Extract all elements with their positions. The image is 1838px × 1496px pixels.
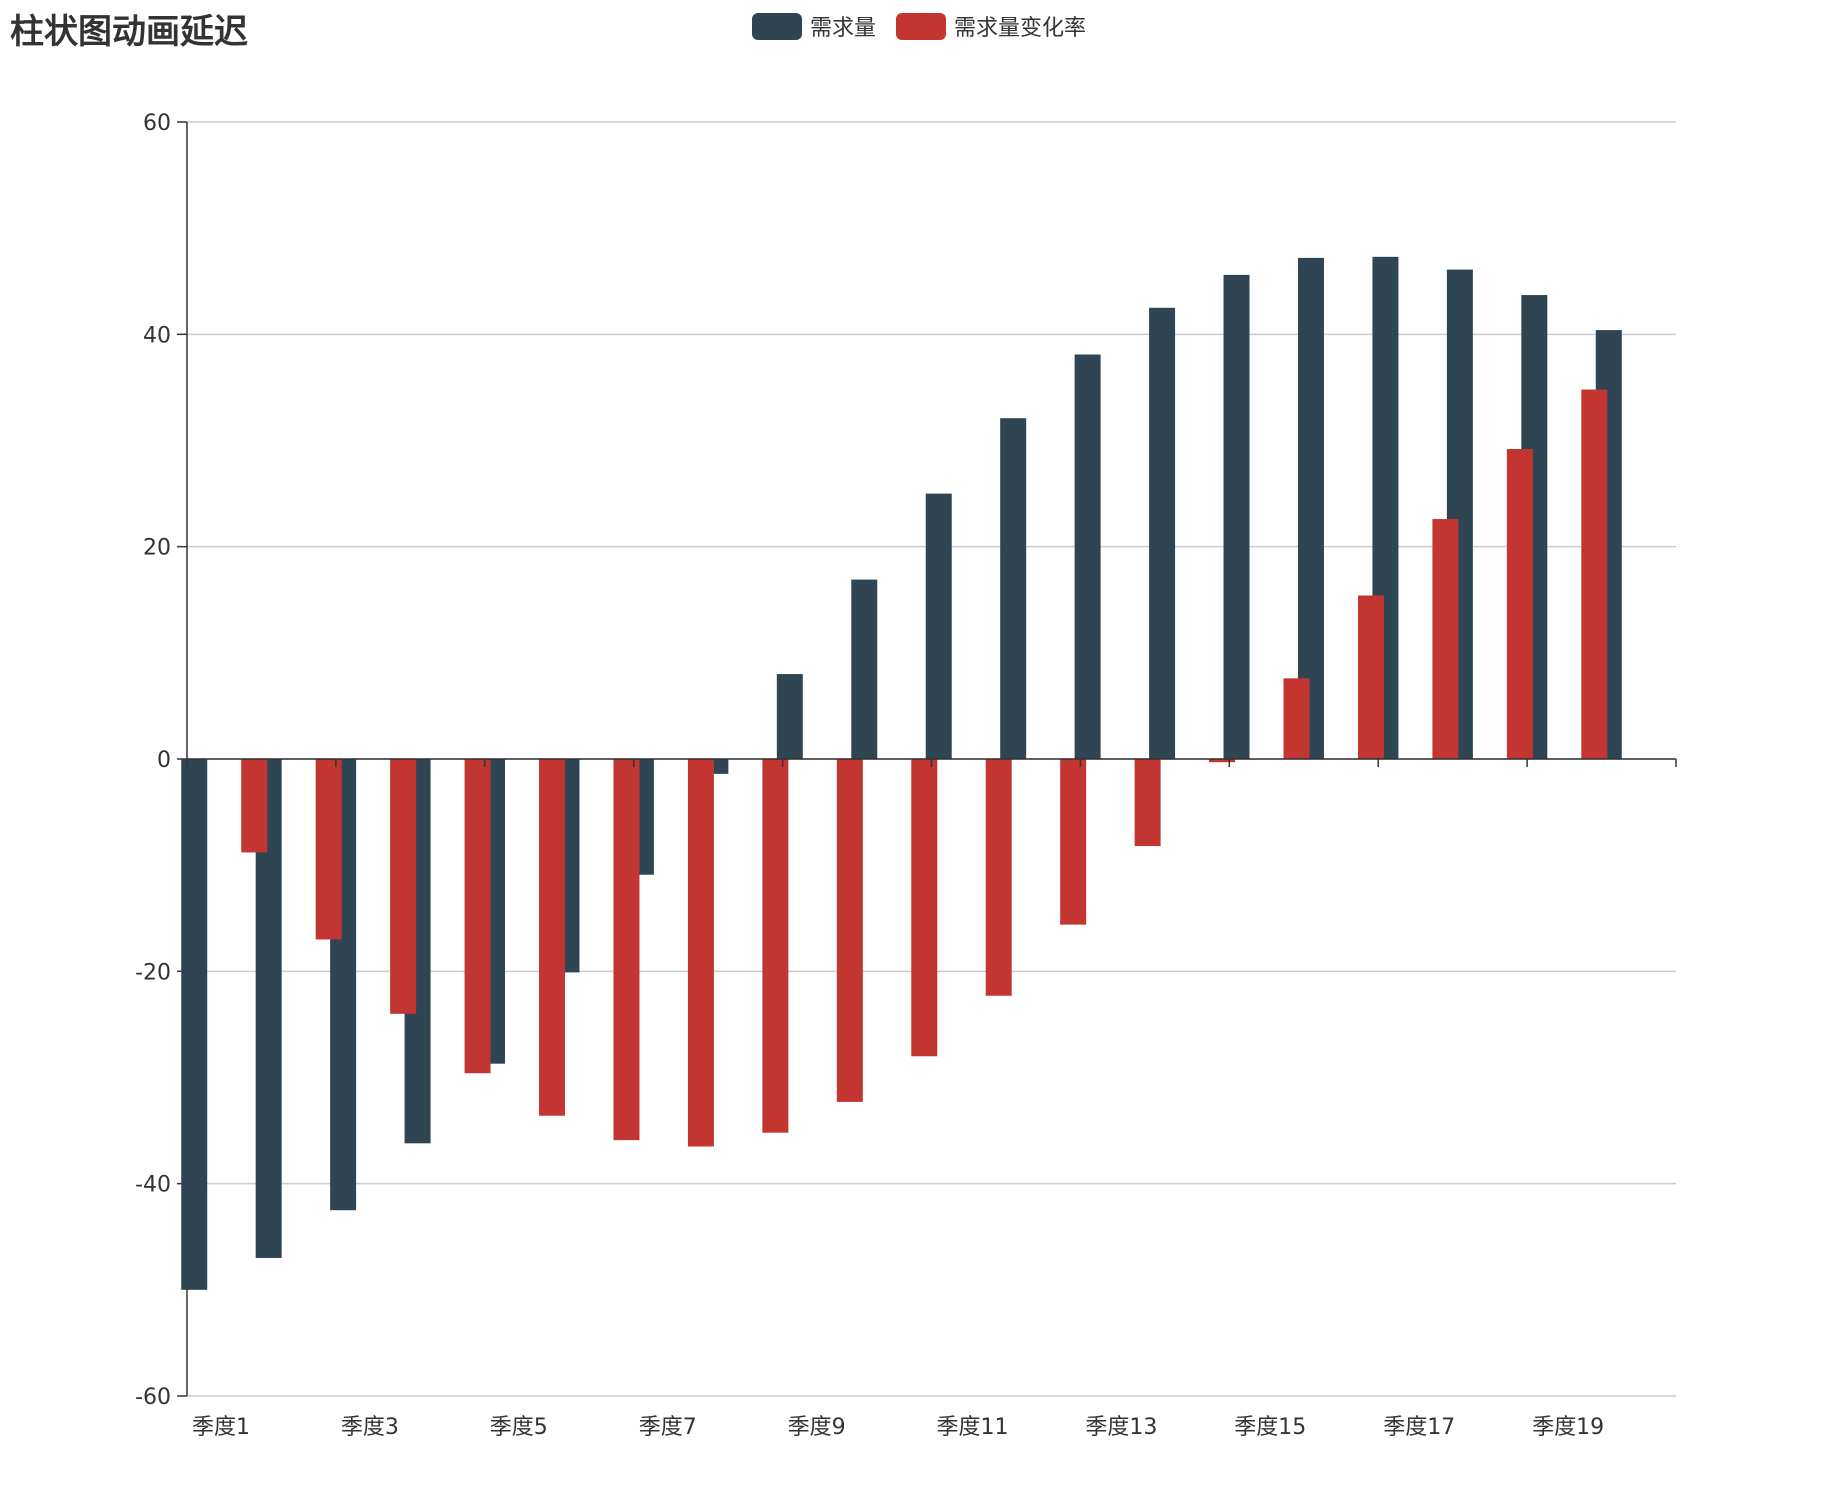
bar-change-rate — [241, 759, 268, 853]
bar-change-rate — [1506, 448, 1533, 759]
legend-label-change-rate: 需求量变化率 — [954, 16, 1087, 41]
bar-change-rate — [1060, 759, 1087, 925]
x-tick-label: 季度7 — [639, 1415, 697, 1440]
bar-demand — [1000, 418, 1027, 759]
bar-demand — [925, 493, 952, 759]
y-tick-label: -40 — [135, 1173, 171, 1198]
bar-demand — [776, 674, 803, 759]
bar-change-rate — [613, 759, 640, 1141]
x-tick-label: 季度17 — [1383, 1415, 1455, 1440]
bar-change-rate — [1357, 595, 1384, 759]
legend-item-demand[interactable]: 需求量 — [751, 10, 876, 42]
bar-change-rate — [315, 759, 342, 940]
bar-change-rate — [762, 759, 789, 1133]
bar-change-rate — [1283, 678, 1310, 759]
y-tick-label: 60 — [143, 111, 171, 136]
bar-change-rate — [539, 759, 566, 1116]
legend-item-change-rate[interactable]: 需求量变化率 — [896, 10, 1086, 42]
x-tick-label: 季度19 — [1532, 1415, 1604, 1440]
bar-change-rate — [464, 759, 491, 1074]
bar-demand — [1074, 354, 1101, 759]
bar-change-rate — [687, 759, 714, 1147]
bar-change-rate — [1581, 389, 1608, 759]
bar-demand — [1297, 257, 1324, 759]
bar-change-rate — [1134, 759, 1161, 847]
y-tick-label: -60 — [135, 1385, 171, 1410]
legend-swatch-demand — [751, 12, 802, 40]
bar-change-rate — [390, 759, 417, 1014]
bar-demand — [851, 579, 878, 759]
chart-title: 柱状图动画延迟 — [10, 12, 248, 52]
bar-demand — [181, 759, 208, 1290]
x-tick-label: 季度11 — [937, 1415, 1009, 1440]
x-tick-label: 季度13 — [1085, 1415, 1157, 1440]
y-tick-label: 20 — [143, 536, 171, 561]
bar-change-rate — [985, 759, 1012, 996]
bar-change-rate — [911, 759, 938, 1057]
x-tick-label: 季度15 — [1234, 1415, 1306, 1440]
bar-demand — [1149, 307, 1176, 759]
bar-change-rate — [1432, 519, 1459, 759]
y-tick-label: -20 — [135, 960, 171, 985]
x-tick-label: 季度9 — [788, 1415, 846, 1440]
x-tick-label: 季度3 — [341, 1415, 399, 1440]
y-tick-label: 40 — [143, 323, 171, 348]
x-tick-label: 季度1 — [192, 1415, 250, 1440]
legend: 需求量 需求量变化率 — [0, 10, 1838, 42]
bar-demand — [1223, 274, 1250, 759]
x-tick-label: 季度5 — [490, 1415, 548, 1440]
bar-change-rate — [1209, 759, 1236, 763]
legend-swatch-change-rate — [896, 12, 946, 40]
y-tick-label: 0 — [157, 748, 171, 773]
legend-label-demand: 需求量 — [809, 16, 876, 41]
bar-change-rate — [836, 759, 863, 1102]
